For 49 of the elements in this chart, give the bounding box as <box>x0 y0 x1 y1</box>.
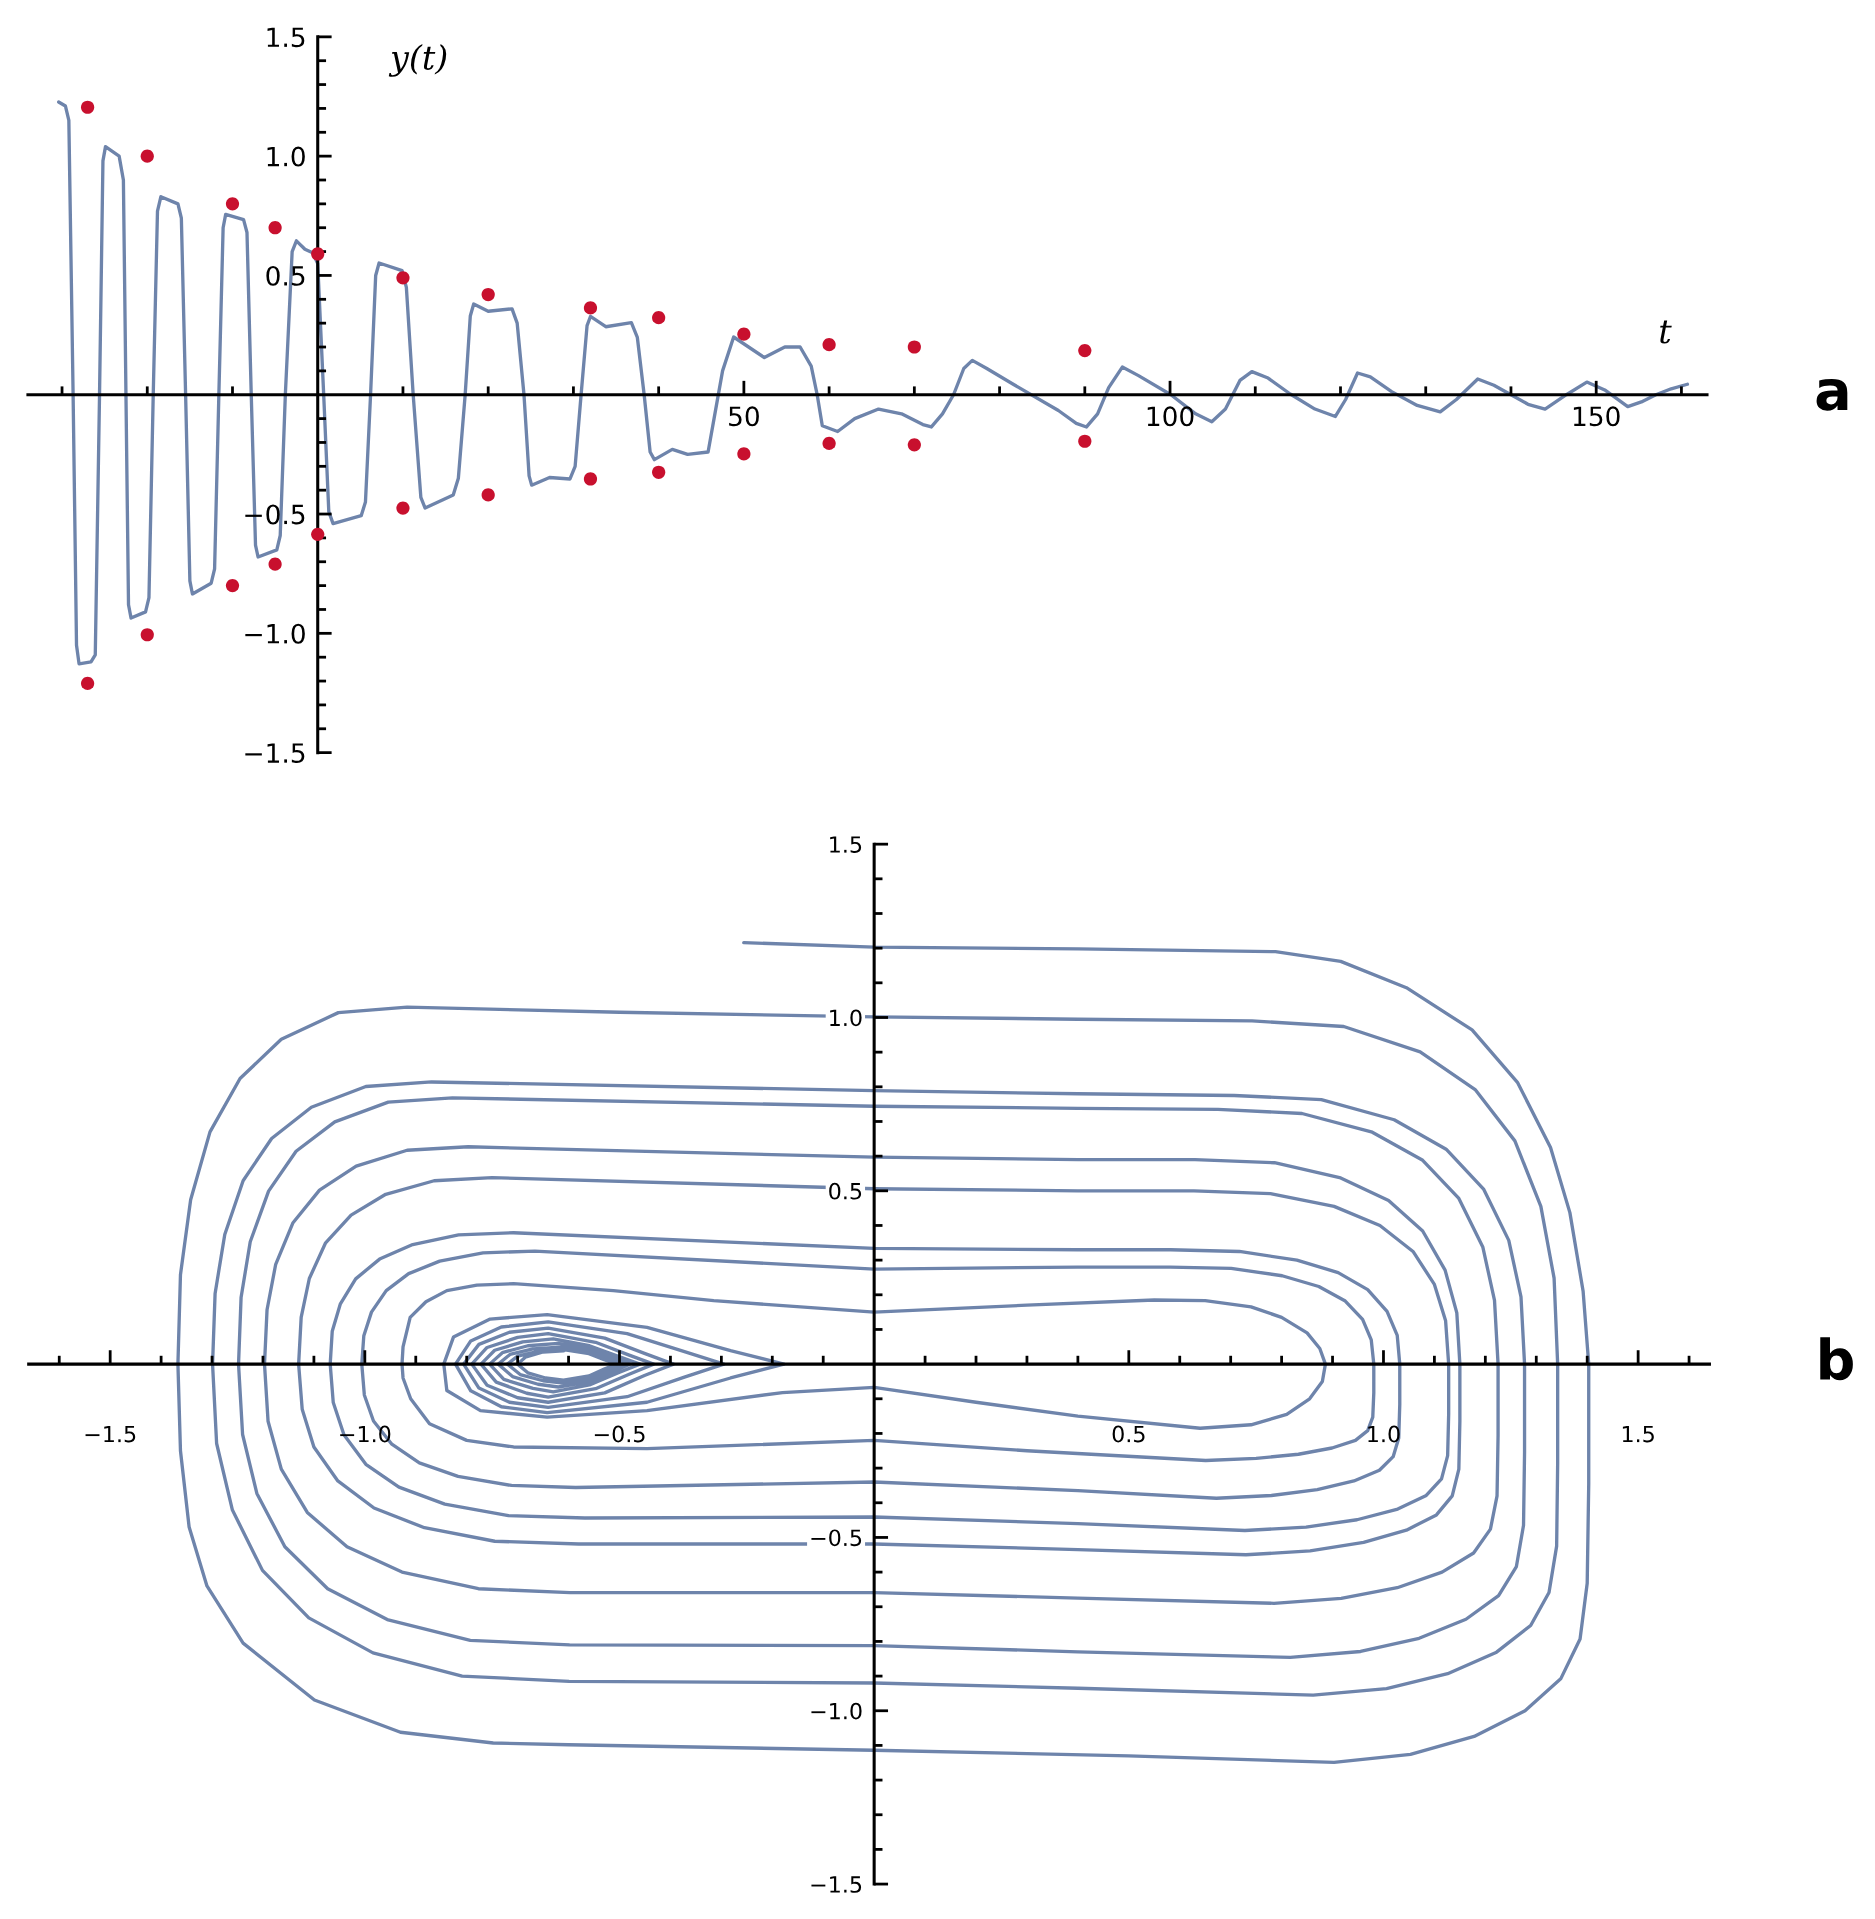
point <box>1078 434 1092 448</box>
y-tick-label: −1.0 <box>245 623 305 644</box>
x-tick-label: −0.5 <box>594 1425 645 1443</box>
x-tick-label: 1.5 <box>1622 1425 1654 1443</box>
point <box>81 676 95 691</box>
x-tick-label: 50 <box>729 406 759 427</box>
point <box>268 221 282 235</box>
point <box>481 287 495 302</box>
point <box>140 149 154 163</box>
point <box>481 488 495 502</box>
point <box>737 447 751 461</box>
y-tick-label: 1.5 <box>267 27 305 48</box>
x-tick-label: 100 <box>1147 406 1194 427</box>
y-tick-label: 1.0 <box>267 146 305 167</box>
line-series <box>56 100 1690 666</box>
point <box>907 438 921 452</box>
y-tick-label: 1.0 <box>830 1009 862 1027</box>
point <box>140 628 154 642</box>
point <box>268 557 282 571</box>
point <box>583 472 598 486</box>
x-axis-title: t <box>1660 320 1672 344</box>
point <box>396 271 410 285</box>
point <box>822 338 836 352</box>
point <box>652 465 666 479</box>
y-tick-label: 0.5 <box>829 1182 862 1200</box>
x-tick-label: 0.5 <box>1112 1425 1145 1443</box>
point <box>822 436 836 451</box>
text: b <box>1820 1337 1853 1381</box>
point <box>311 247 325 261</box>
y-tick-label: −1.5 <box>811 1876 862 1893</box>
y-tick-label: −1.5 <box>245 743 305 764</box>
point <box>907 340 921 354</box>
y-tick-label: −1.0 <box>811 1702 862 1720</box>
y-tick-label: −0.5 <box>811 1529 862 1547</box>
point <box>396 501 410 515</box>
text: a <box>1816 378 1848 411</box>
x-tick-label: −1.5 <box>85 1425 136 1443</box>
point <box>652 311 666 325</box>
point <box>583 301 598 315</box>
point <box>225 197 240 211</box>
point <box>1078 344 1092 358</box>
point <box>225 579 240 593</box>
point <box>311 527 325 541</box>
y-tick-label: 1.5 <box>830 836 862 853</box>
line-series <box>176 940 1591 1765</box>
point <box>81 100 95 114</box>
y-axis-title: y(t) <box>388 44 447 77</box>
x-tick-label: 150 <box>1573 406 1620 427</box>
point <box>737 327 751 341</box>
